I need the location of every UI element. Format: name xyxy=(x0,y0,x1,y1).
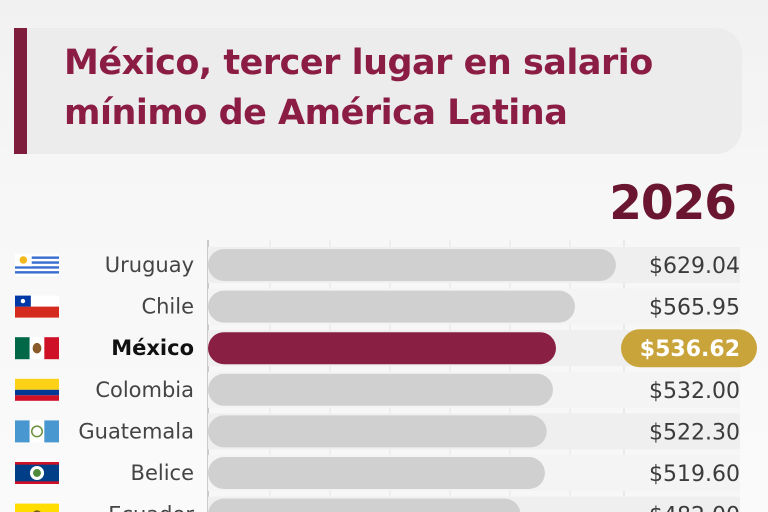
colombia-flag-icon xyxy=(15,378,59,401)
value-label-chile: $565.95 xyxy=(649,296,740,321)
bar-chart: Uruguay $629.04 Chile $565.95 México $536.62 C… xyxy=(15,240,757,512)
title-card: México, tercer lugar en salario mínimo d… xyxy=(14,28,742,154)
country-label-ecuador: Ecuador xyxy=(108,503,194,512)
chart-title-line-1: México, tercer lugar en salario xyxy=(64,43,653,83)
value-label-colombia: $532.00 xyxy=(649,379,740,404)
bar-belice xyxy=(208,457,545,489)
value-label-belice: $519.60 xyxy=(649,462,740,487)
country-label-mexico: México xyxy=(111,336,194,360)
bar-guatemala xyxy=(208,415,547,448)
value-badge-mexico xyxy=(621,329,757,368)
ecuador-flag-icon xyxy=(15,503,59,512)
value-label-guatemala: $522.30 xyxy=(649,420,740,445)
bar-uruguay xyxy=(208,249,616,281)
bar-ecuador xyxy=(208,498,521,512)
bar-colombia xyxy=(208,373,553,406)
chile-flag-icon xyxy=(15,295,59,318)
country-label-chile: Chile xyxy=(141,295,194,319)
chart-title: México, tercer lugar en salario mínimo d… xyxy=(64,38,744,138)
value-label-uruguay: $629.04 xyxy=(649,254,740,279)
title-accent-bar xyxy=(14,28,27,154)
value-label-mexico: $536.62 xyxy=(640,337,740,362)
guatemala-flag-icon xyxy=(15,420,59,443)
mexico-flag-icon xyxy=(15,337,59,360)
year-label: 2026 xyxy=(609,176,737,231)
bar-chile xyxy=(208,290,575,323)
country-label-guatemala: Guatemala xyxy=(78,419,194,443)
country-label-colombia: Colombia xyxy=(95,378,194,402)
uruguay-flag-icon xyxy=(15,254,59,276)
belize-flag-icon xyxy=(15,462,59,484)
chart-title-line-2: mínimo de América Latina xyxy=(64,93,568,133)
value-label-ecuador: $482.00 xyxy=(649,504,740,512)
country-label-belice: Belice xyxy=(131,461,194,485)
bar-mexico xyxy=(208,332,556,365)
country-label-uruguay: Uruguay xyxy=(105,253,194,277)
